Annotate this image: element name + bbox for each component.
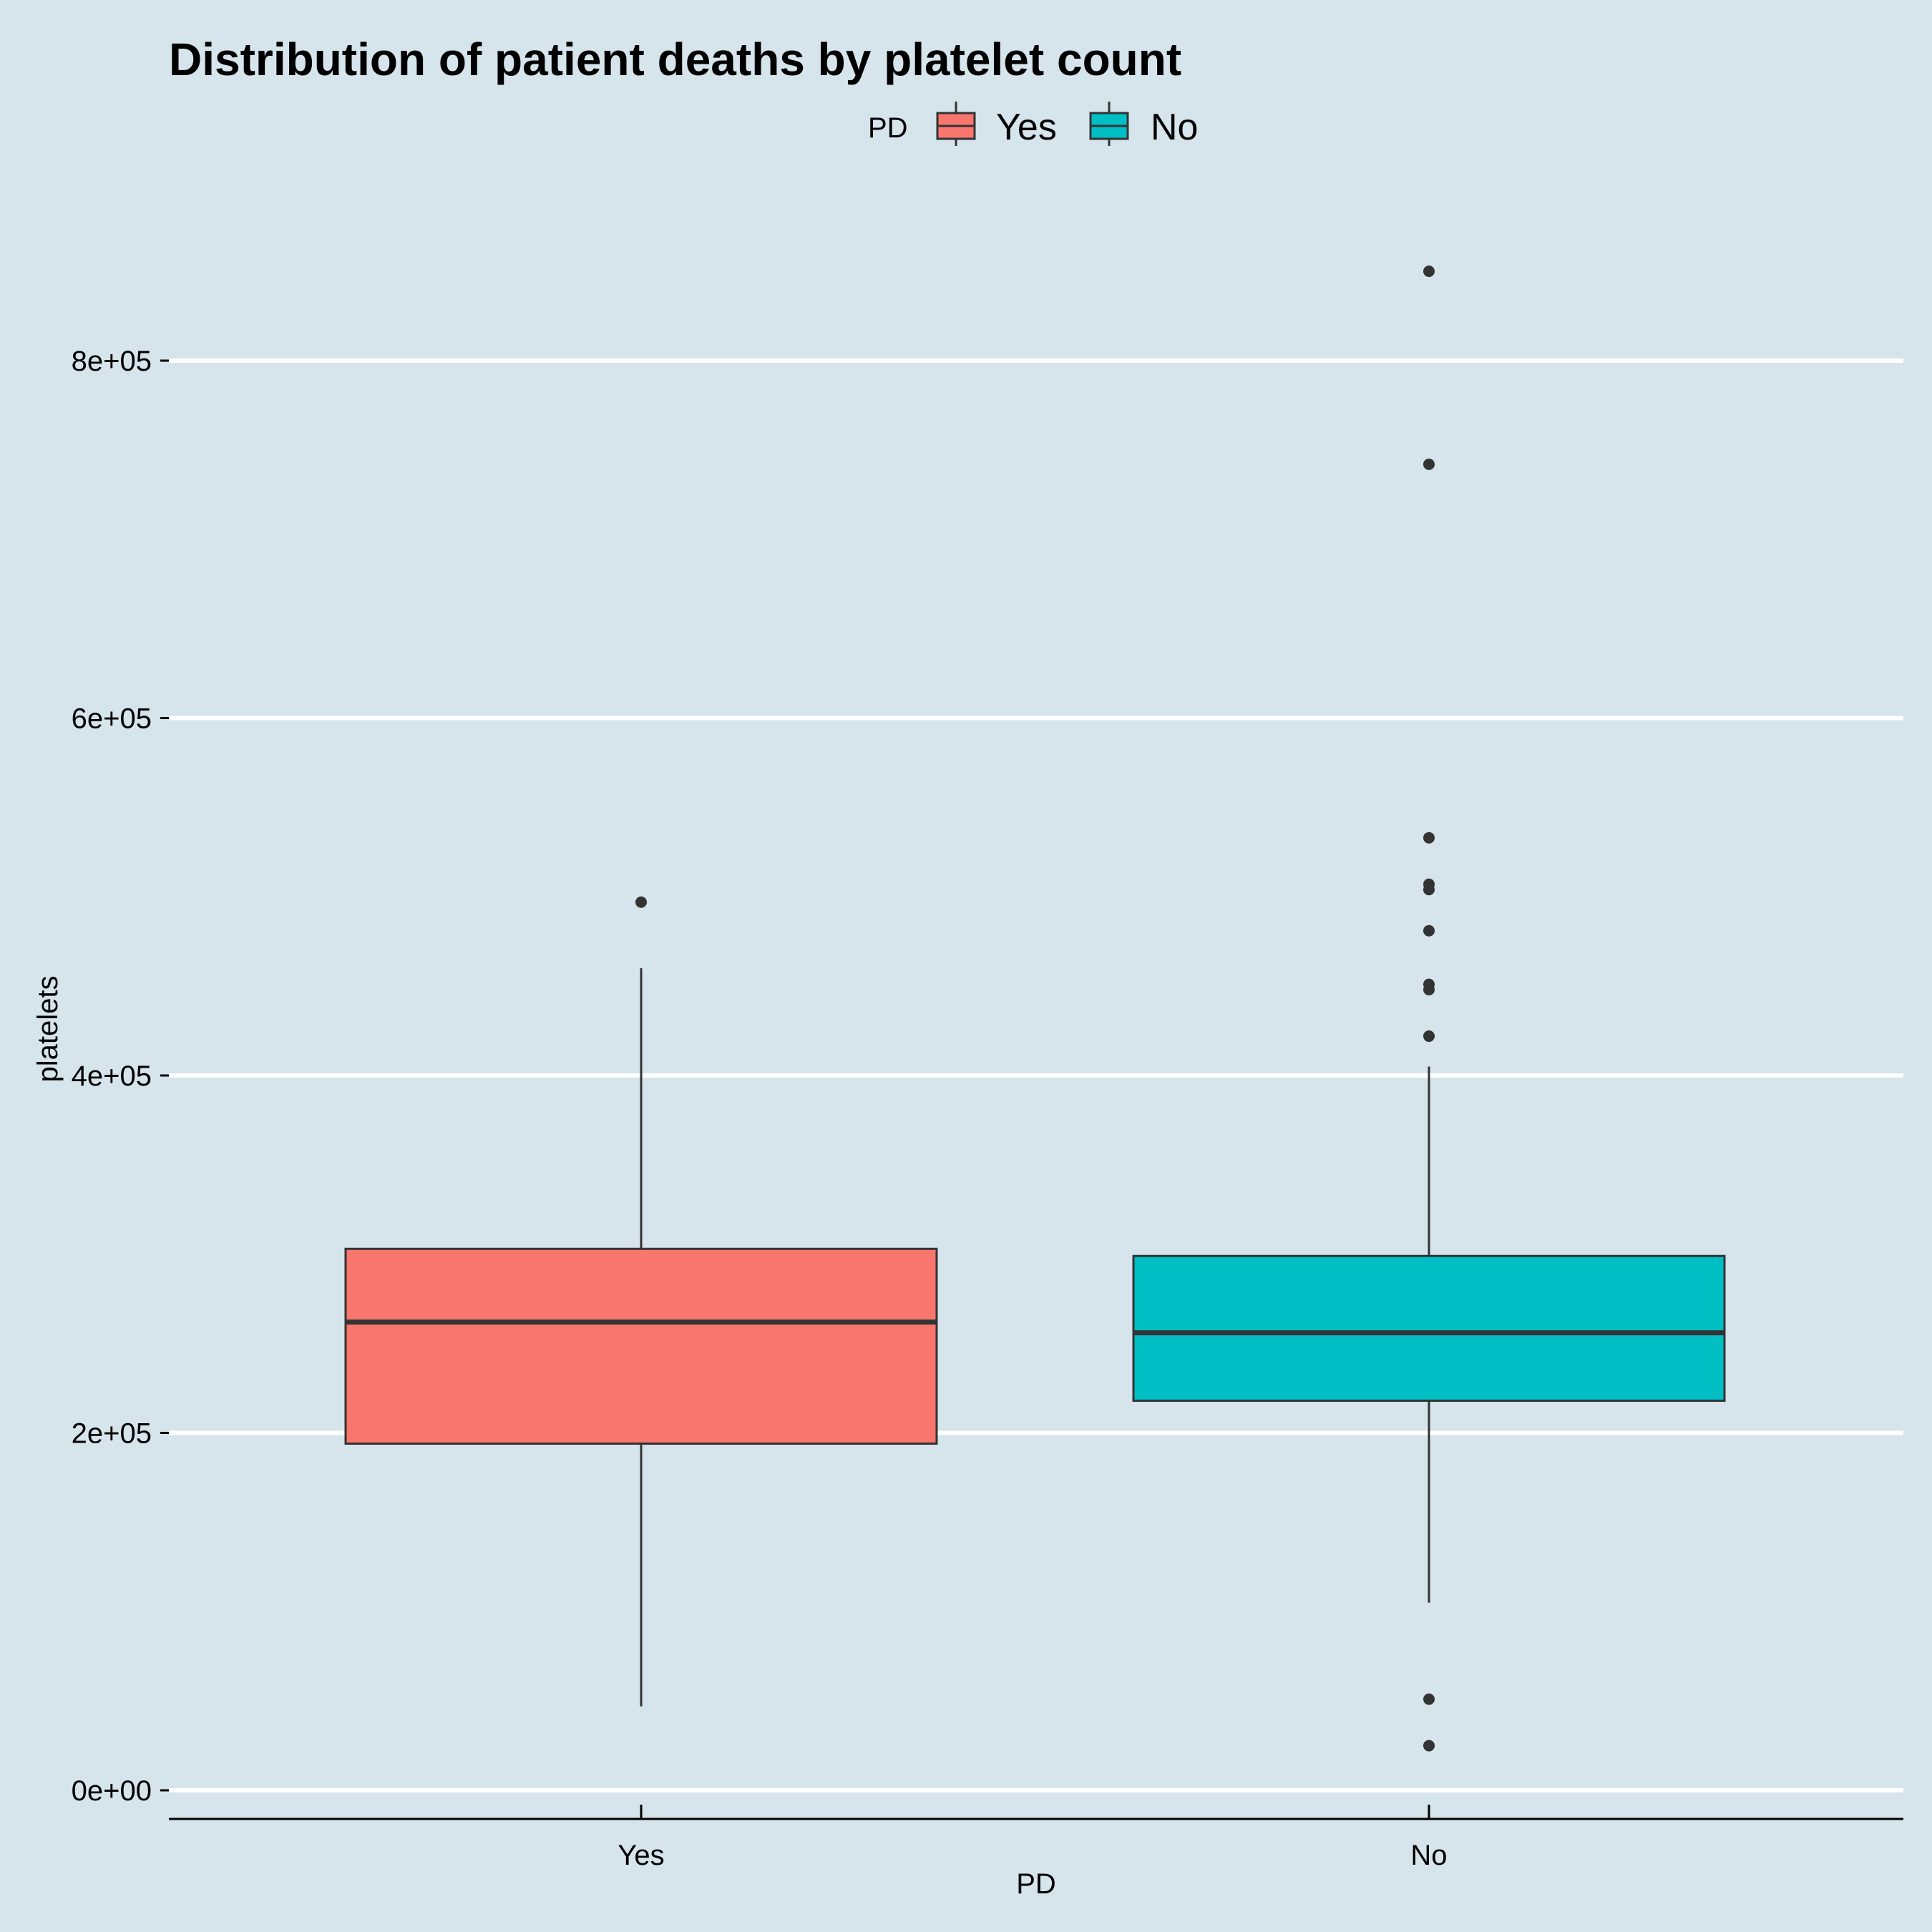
outlier-point <box>1423 984 1435 996</box>
outlier-point <box>1423 924 1435 937</box>
outlier-point <box>1423 458 1435 470</box>
x-tick-label: No <box>1410 1840 1447 1871</box>
outlier-point <box>1423 265 1435 278</box>
y-axis-title: platelets <box>32 976 64 1083</box>
y-tick-label: 2e+05 <box>72 1418 152 1450</box>
outlier-point <box>1423 884 1435 896</box>
y-tick-label: 4e+05 <box>72 1060 152 1092</box>
outlier-point <box>1423 1740 1435 1752</box>
outlier-point <box>1423 1693 1435 1705</box>
x-tick-label: Yes <box>618 1840 664 1871</box>
legend-label: No <box>1151 107 1198 148</box>
outlier-point <box>1423 1030 1435 1043</box>
y-tick-label: 6e+05 <box>72 703 152 735</box>
y-tick-label: 0e+00 <box>72 1775 152 1807</box>
chart-title: Distribution of patient deaths by platel… <box>169 34 1182 85</box>
x-axis-title: PD <box>1016 1868 1056 1900</box>
outlier-point <box>635 896 647 908</box>
legend-title: PD <box>868 112 908 144</box>
box-no <box>1132 1254 1726 1402</box>
y-tick-label: 8e+05 <box>72 346 152 377</box>
legend-label: Yes <box>996 107 1057 148</box>
outlier-point <box>1423 831 1435 844</box>
box-yes <box>344 1247 938 1445</box>
